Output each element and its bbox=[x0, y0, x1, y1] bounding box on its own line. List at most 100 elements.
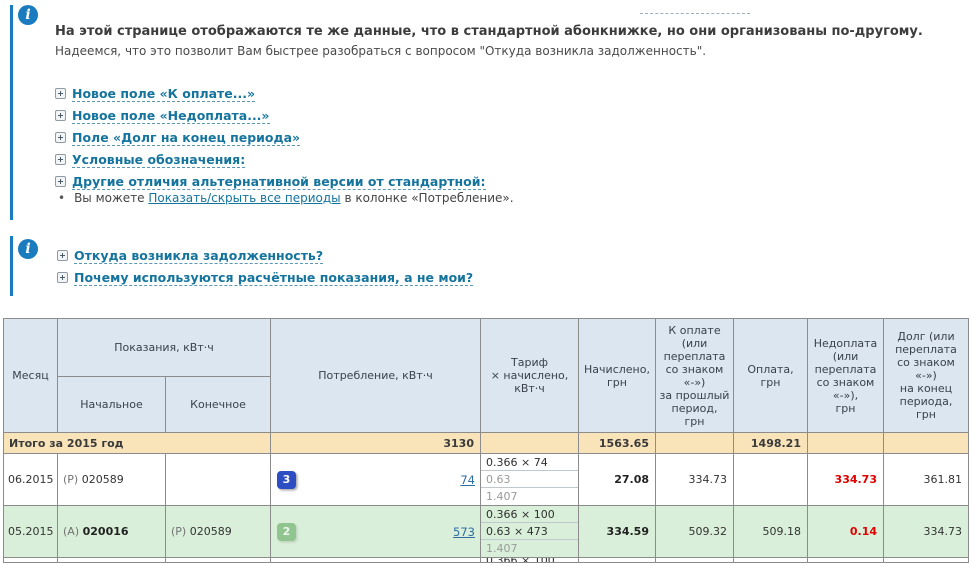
col-header-payment: Оплата, грн bbox=[733, 318, 808, 433]
expand-plus-icon[interactable] bbox=[55, 88, 66, 99]
hint-bullet-prefix: Вы можете bbox=[74, 191, 149, 205]
reading-start-cell: (Р) 020589 bbox=[57, 453, 166, 506]
tariff-line: 1.407 bbox=[486, 490, 518, 503]
tariff-line: 0.63 bbox=[481, 471, 578, 488]
col-header-underpayment: Недоплата (или переплата со знаком «-»),… bbox=[807, 318, 884, 433]
payment-cell bbox=[733, 453, 808, 506]
reading-end-cell bbox=[165, 453, 271, 506]
expand-plus-icon[interactable] bbox=[55, 154, 66, 165]
period-row-06-2015: 06.2015 (Р) 020589 3 74 0.366 × 74 0.63 … bbox=[3, 453, 969, 506]
page-intro-heading: На этой странице отображаются те же данн… bbox=[55, 24, 923, 39]
total-consumption: 3130 bbox=[270, 432, 481, 454]
help-link-row: Другие отличия альтернативной версии от … bbox=[55, 171, 486, 193]
reading-start-value: 020016 bbox=[82, 525, 129, 538]
total-debt-empty bbox=[883, 432, 969, 454]
account-book-table: Месяц Показания, кВт·ч Потребление, кВт·… bbox=[3, 318, 969, 563]
toggle-all-periods-link[interactable]: Показать/скрыть все периоды bbox=[148, 191, 341, 205]
to-pay-cell bbox=[655, 557, 734, 563]
reading-type-mark: (Р) bbox=[63, 473, 79, 486]
total-label: Итого за 2015 год bbox=[3, 432, 271, 454]
reading-end-cell: (Р) 020589 bbox=[165, 505, 271, 558]
expand-plus-icon[interactable] bbox=[57, 250, 68, 261]
debt-cell: 361.81 bbox=[883, 453, 969, 506]
tariff-cell: 0.366 × 74 0.63 1.407 bbox=[480, 453, 579, 506]
debt-cell: 334.73 bbox=[883, 505, 969, 558]
tariff-line: 0.366 × 100 bbox=[482, 559, 578, 562]
help-link-row: Новое поле «К оплате...» bbox=[55, 83, 486, 105]
info-accent-bar bbox=[10, 5, 13, 220]
expand-plus-icon[interactable] bbox=[57, 272, 68, 283]
expand-plus-icon[interactable] bbox=[55, 110, 66, 121]
link-new-field-to-pay[interactable]: Новое поле «К оплате...» bbox=[72, 86, 256, 102]
month-cell bbox=[3, 557, 58, 563]
faq-links-list: Откуда возникла задолженность? Почему ис… bbox=[57, 245, 474, 289]
col-header-tariff: Тариф × начислено, кВт·ч bbox=[480, 318, 579, 433]
reading-end-value: 020589 bbox=[189, 525, 232, 538]
reading-start-value: 020589 bbox=[81, 473, 124, 486]
underpayment-cell bbox=[807, 557, 884, 563]
to-pay-cell: 334.73 bbox=[655, 453, 734, 506]
col-header-month: Месяц bbox=[3, 318, 58, 433]
consumption-value-link[interactable]: 573 bbox=[453, 524, 475, 539]
reading-type-mark: (А) bbox=[63, 525, 80, 538]
debt-cell bbox=[883, 557, 969, 563]
faq-link-row: Откуда возникла задолженность? bbox=[57, 245, 473, 267]
total-payment: 1498.21 bbox=[733, 432, 808, 454]
col-header-readings-group: Показания, кВт·ч bbox=[57, 318, 271, 377]
clipped-link-underline-fragment bbox=[640, 13, 750, 14]
col-header-reading-start: Начальное bbox=[57, 376, 166, 433]
period-row-05-2015: 05.2015 (А) 020016 (Р) 020589 2 573 0.36… bbox=[3, 505, 969, 558]
help-link-row: Поле «Долг на конец периода» bbox=[55, 127, 486, 149]
col-header-reading-end: Конечное bbox=[165, 376, 271, 433]
consumption-cell bbox=[270, 557, 481, 563]
underpayment-cell: 0.14 bbox=[807, 505, 884, 558]
month-cell: 05.2015 bbox=[3, 505, 58, 558]
link-new-field-underpayment[interactable]: Новое поле «Недоплата...» bbox=[72, 108, 270, 124]
periods-count-badge[interactable]: 3 bbox=[277, 470, 296, 489]
consumption-value-link[interactable]: 74 bbox=[460, 472, 475, 487]
help-link-row: Новое поле «Недоплата...» bbox=[55, 105, 486, 127]
link-legend[interactable]: Условные обозначения: bbox=[72, 152, 246, 168]
link-where-debt-from[interactable]: Откуда возникла задолженность? bbox=[74, 248, 324, 264]
underpayment-cell: 334.73 bbox=[807, 453, 884, 506]
info-accent-bar bbox=[10, 236, 13, 296]
help-links-list: Новое поле «К оплате...» Новое поле «Нед… bbox=[55, 83, 486, 193]
col-header-consumption: Потребление, кВт·ч bbox=[270, 318, 481, 433]
col-header-debt: Долг (или переплата со знаком «-») на ко… bbox=[883, 318, 969, 433]
reading-type-mark: (Р) bbox=[171, 525, 187, 538]
help-link-row: Условные обозначения: bbox=[55, 149, 486, 171]
hint-bullet: Вы можете Показать/скрыть все периоды в … bbox=[58, 191, 514, 205]
hint-bullet-suffix: в колонке «Потребление». bbox=[340, 191, 514, 205]
accrued-cell bbox=[578, 557, 656, 563]
reading-start-cell bbox=[57, 557, 166, 563]
total-to-pay-empty bbox=[655, 432, 734, 454]
expand-plus-icon[interactable] bbox=[55, 176, 66, 187]
link-field-debt-end-period[interactable]: Поле «Долг на конец периода» bbox=[72, 130, 301, 146]
reading-start-cell: (А) 020016 bbox=[57, 505, 166, 558]
total-underpayment-empty bbox=[807, 432, 884, 454]
consumption-cell: 3 74 bbox=[270, 453, 481, 506]
link-other-differences[interactable]: Другие отличия альтернативной версии от … bbox=[72, 174, 486, 190]
accrued-cell: 334.59 bbox=[578, 505, 656, 558]
tariff-line: 1.407 bbox=[486, 542, 518, 555]
tariff-cell: 0.366 × 100 0.63 × 473 1.407 bbox=[480, 505, 579, 558]
period-row-clipped: 0.366 × 100 bbox=[3, 557, 969, 563]
reading-end-cell bbox=[165, 557, 271, 563]
tariff-line: 0.366 × 74 bbox=[481, 455, 578, 471]
faq-link-row: Почему используются расчётные показания,… bbox=[57, 267, 474, 289]
col-header-accrued: Начислено, грн bbox=[578, 318, 656, 433]
link-why-calculated-readings[interactable]: Почему используются расчётные показания,… bbox=[74, 270, 474, 286]
page-intro-subheading: Надеемся, что это позволит Вам быстрее р… bbox=[55, 44, 707, 58]
total-tariff-empty bbox=[480, 432, 579, 454]
tariff-line: 0.63 × 473 bbox=[481, 523, 578, 540]
total-row: Итого за 2015 год 3130 1563.65 1498.21 bbox=[3, 432, 969, 454]
expand-plus-icon[interactable] bbox=[55, 132, 66, 143]
consumption-cell: 2 573 bbox=[270, 505, 481, 558]
month-cell: 06.2015 bbox=[3, 453, 58, 506]
total-accrued: 1563.65 bbox=[578, 432, 656, 454]
col-header-to-pay: К оплате (или переплата со знаком «-») з… bbox=[655, 318, 734, 433]
periods-count-badge[interactable]: 2 bbox=[277, 522, 296, 541]
payment-cell: 509.18 bbox=[733, 505, 808, 558]
to-pay-cell: 509.32 bbox=[655, 505, 734, 558]
tariff-line: 0.366 × 100 bbox=[481, 507, 578, 523]
